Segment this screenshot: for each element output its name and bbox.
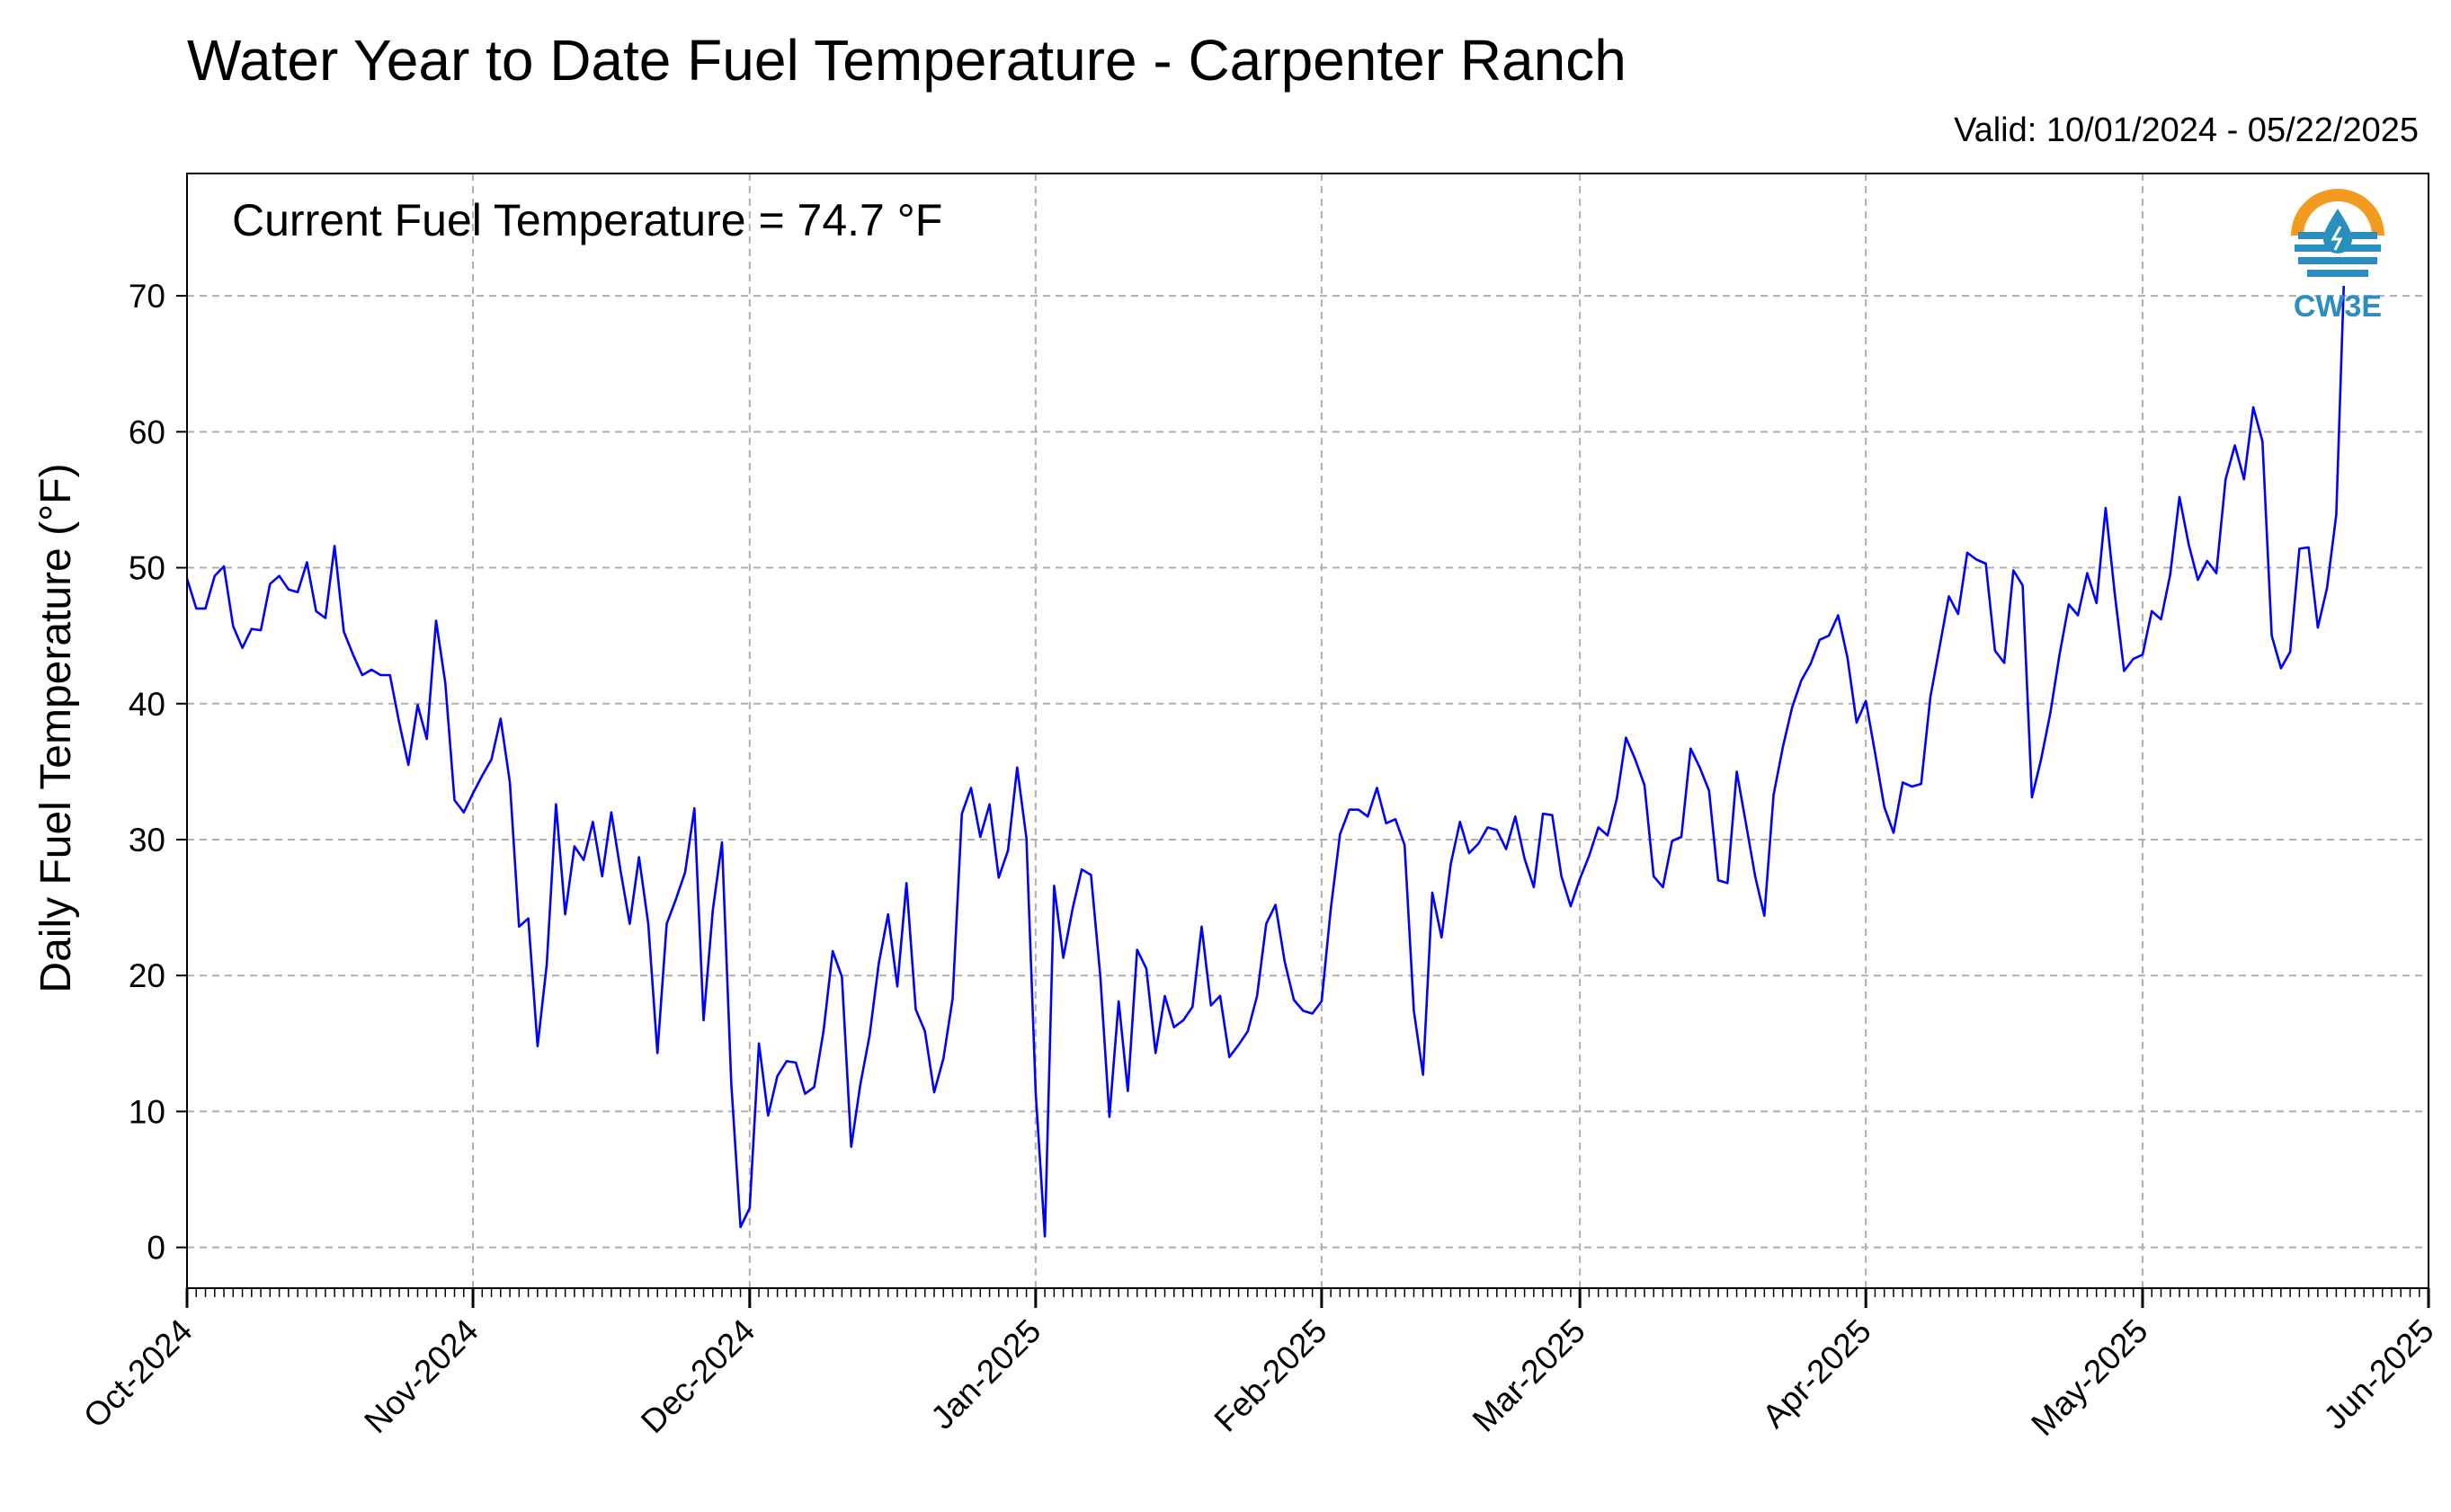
logo-text: CW3E [2294, 289, 2382, 324]
fuel-temperature-line [185, 231, 2347, 1238]
series-layer [185, 231, 2347, 1238]
current-fuel-temperature-annotation: Current Fuel Temperature = 74.7 °F [232, 195, 942, 245]
y-tick-label: 70 [129, 278, 165, 315]
x-tick-label: May-2025 [2024, 1312, 2154, 1443]
y-axis: 0 10 20 30 40 50 60 70 [129, 278, 187, 1267]
x-tick-label: Mar-2025 [1466, 1312, 1592, 1439]
chart-title: Water Year to Date Fuel Temperature - Ca… [187, 28, 1627, 93]
y-tick-label: 30 [129, 822, 165, 858]
x-tick-label: Jun-2025 [2317, 1312, 2441, 1436]
plot-frame [186, 173, 2429, 1289]
y-tick-label: 60 [129, 414, 165, 450]
y-axis-label: Daily Fuel Temperature (°F) [32, 463, 80, 992]
y-tick-label: 0 [147, 1230, 165, 1267]
x-tick-label: Oct-2024 [76, 1312, 200, 1436]
y-tick-label: 10 [129, 1093, 165, 1130]
y-tick-label: 40 [129, 686, 165, 723]
x-tick-label: Feb-2025 [1208, 1312, 1334, 1439]
y-tick-label: 20 [129, 957, 165, 994]
x-tick-label: Nov-2024 [357, 1312, 485, 1440]
valid-range: Valid: 10/01/2024 - 05/22/2025 [1954, 111, 2419, 149]
cw3e-water-drop-logo-icon [2289, 189, 2386, 286]
x-tick-label: Apr-2025 [1755, 1312, 1878, 1436]
x-tick-label: Dec-2024 [634, 1312, 762, 1440]
y-tick-label: 50 [129, 550, 165, 587]
x-axis: Oct-2024 Nov-2024 Dec-2024 Jan-2025 Feb-2025… [76, 1288, 2441, 1443]
gridlines [187, 173, 2429, 1288]
x-tick-label: Jan-2025 [923, 1312, 1047, 1436]
